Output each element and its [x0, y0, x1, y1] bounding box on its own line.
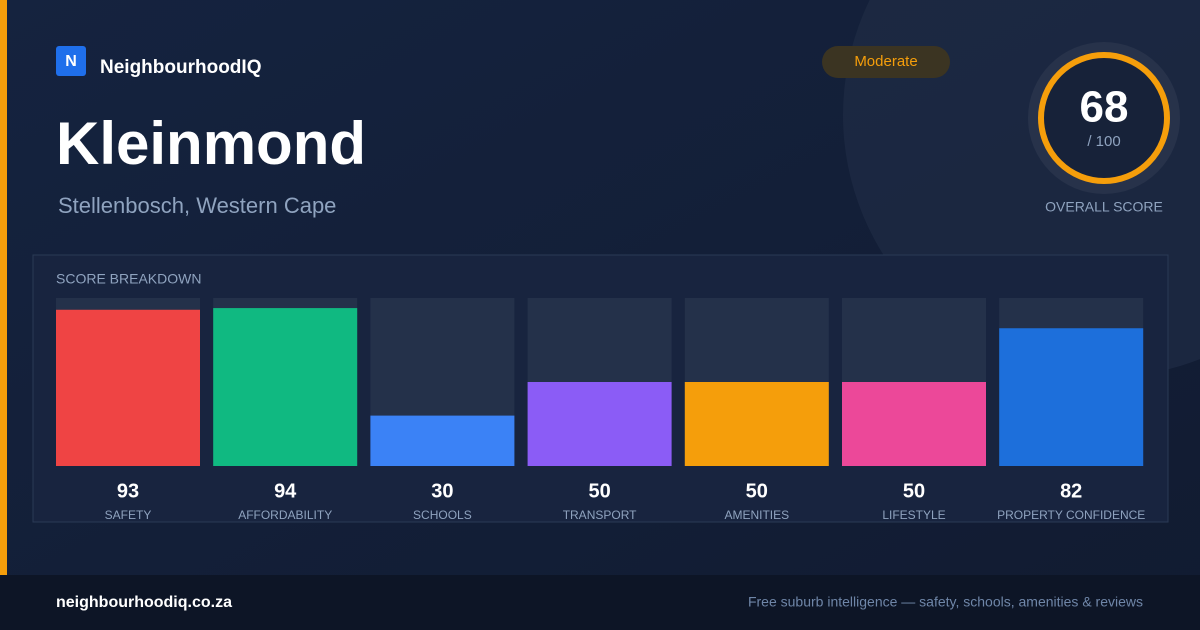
bar: [56, 309, 200, 466]
score-label: OVERALL SCORE: [1045, 199, 1163, 215]
value-label: 50: [903, 480, 925, 502]
badge-text: Moderate: [854, 53, 917, 70]
chart-title: SCORE BREAKDOWN: [56, 271, 201, 287]
bar: [213, 308, 358, 466]
badge: [822, 46, 950, 78]
suburb-title: Kleinmond: [56, 110, 366, 177]
bar: [527, 382, 672, 466]
bar: [999, 328, 1144, 466]
score-value: 68: [1080, 83, 1129, 132]
category-label: PROPERTY CONFIDENCE: [997, 508, 1145, 522]
footer-url: neighbourhoodiq.co.za: [56, 594, 232, 611]
value-label: 94: [274, 480, 297, 502]
value-label: 30: [431, 480, 453, 502]
score-max: / 100: [1087, 133, 1120, 150]
category-label: LIFESTYLE: [882, 508, 945, 522]
value-label: 82: [1060, 480, 1082, 502]
footer: [0, 575, 1200, 630]
bars: 93 SAFETY 94 AFFORDABILITY 30 SCHOOLS 50 TRANSP…: [56, 298, 1145, 522]
category-label: SCHOOLS: [413, 508, 472, 522]
bar: [842, 382, 986, 466]
brand-name: NeighbourhoodIQ: [100, 57, 261, 78]
bar: [370, 415, 515, 466]
value-label: 50: [588, 480, 610, 502]
score-ring: [1038, 52, 1170, 184]
value-label: 93: [117, 480, 139, 502]
logo-box: [56, 46, 86, 76]
accent-stripe: [0, 0, 7, 575]
category-label: AMENITIES: [724, 508, 789, 522]
location: Stellenbosch, Western Cape: [58, 193, 336, 218]
footer-tagline: Free suburb intelligence — safety, schoo…: [748, 594, 1143, 610]
category-label: AFFORDABILITY: [238, 508, 332, 522]
logo-letter: N: [65, 53, 77, 70]
category-label: SAFETY: [105, 508, 152, 522]
value-label: 50: [746, 480, 768, 502]
category-label: TRANSPORT: [563, 508, 637, 522]
bar: [684, 382, 829, 466]
